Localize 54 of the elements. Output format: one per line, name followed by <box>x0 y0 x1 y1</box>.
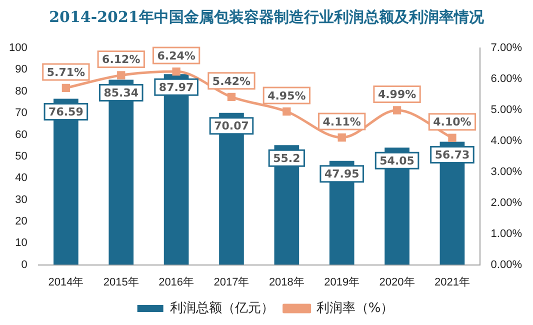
x-tick-label: 2020年 <box>379 276 415 288</box>
y2-tick-label: 2.00% <box>490 196 522 209</box>
chart-title: 2014-2021年中国金属包装容器制造行业利润总额及利润率情况 <box>48 8 485 27</box>
data-label: 4.95% <box>268 89 306 102</box>
point <box>448 134 456 142</box>
x-tick-label: 2018年 <box>268 276 304 288</box>
y-tick-label: 70 <box>15 107 28 120</box>
data-label: 55.2 <box>273 152 300 165</box>
point <box>392 106 402 114</box>
data-label: 4.99% <box>378 88 416 102</box>
x-tick-label: 2021年 <box>434 276 470 288</box>
point <box>62 84 70 92</box>
point <box>338 133 346 142</box>
data-label: 4.10% <box>433 116 472 129</box>
y-tick-label: 20 <box>15 215 28 228</box>
x-tick-label: 2015年 <box>103 276 139 288</box>
data-label: 5.71% <box>46 66 86 79</box>
y2-tick-label: 1.00% <box>490 228 522 240</box>
y-tick-label: 100 <box>8 42 28 54</box>
point <box>172 67 180 76</box>
data-label: 87.97 <box>158 80 194 94</box>
y2-tick-label: 0.00% <box>490 258 522 271</box>
data-label: 47.95 <box>324 168 360 181</box>
y-tick-label: 60 <box>15 128 28 141</box>
data-label: 56.73 <box>434 148 470 162</box>
y2-tick-label: 4.00% <box>490 134 522 147</box>
x-tick-label: 2014年 <box>48 276 84 288</box>
data-label: 54.05 <box>380 154 414 168</box>
x-tick-label: 2016年 <box>158 276 194 288</box>
y2-tick-label: 3.00% <box>490 166 522 178</box>
point <box>282 107 291 116</box>
y-tick-label: 50 <box>15 150 28 162</box>
y2-tick-label: 5.00% <box>490 104 522 116</box>
legend-label: 利润率（%） <box>316 300 394 316</box>
data-label: 70.07 <box>214 120 249 133</box>
point <box>117 71 126 80</box>
x-tick-label: 2017年 <box>214 276 250 288</box>
data-label: 6.12% <box>102 53 140 66</box>
y2-tick-label: 7.00% <box>490 42 522 54</box>
data-label: 5.42% <box>212 74 251 88</box>
y-tick-label: 40 <box>15 172 28 184</box>
y-tick-label: 10 <box>15 237 28 250</box>
y-tick-label: 90 <box>15 64 28 76</box>
y-tick-label: 30 <box>15 194 28 206</box>
y2-tick-label: 6.00% <box>490 73 522 86</box>
legend-label: 利润总额（亿元） <box>170 300 274 316</box>
x-tick-label: 2019年 <box>324 276 360 288</box>
data-label: 76.59 <box>48 106 84 119</box>
data-label: 85.34 <box>104 86 139 100</box>
data-label: 6.24% <box>157 49 196 62</box>
y-tick-label: 80 <box>15 85 28 98</box>
y-tick-label: 0 <box>21 258 28 271</box>
data-label: 4.11% <box>322 115 361 128</box>
point <box>227 92 236 102</box>
